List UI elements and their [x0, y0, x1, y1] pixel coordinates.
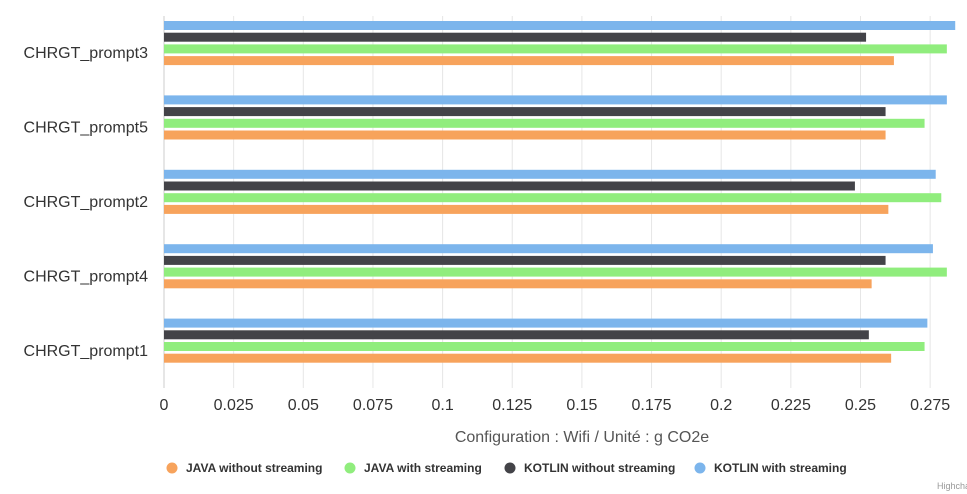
x-tick-label: 0.275	[910, 397, 950, 414]
bar-CHRGT_prompt3-series-3[interactable]	[164, 21, 956, 30]
legend-marker	[694, 462, 706, 474]
x-tick-label: 0.1	[431, 397, 453, 414]
bar-CHRGT_prompt1-series-0[interactable]	[164, 353, 892, 363]
bar-CHRGT_prompt5-series-1[interactable]	[164, 118, 925, 128]
x-tick-label: 0.025	[214, 397, 254, 414]
bar-CHRGT_prompt5-series-3[interactable]	[164, 95, 947, 105]
legend-marker	[344, 462, 356, 474]
bar-CHRGT_prompt5-series-0[interactable]	[164, 130, 886, 140]
category-label: CHRGT_prompt1	[24, 343, 149, 360]
bar-CHRGT_prompt1-series-3[interactable]	[164, 318, 928, 328]
x-axis-title: Configuration : Wifi / Unité : g CO2e	[455, 429, 709, 446]
credit-text: Highcharts.com	[937, 481, 967, 491]
x-tick-label: 0	[160, 397, 169, 414]
category-label: CHRGT_prompt3	[24, 45, 149, 62]
x-axis-ticks: 0 0.025 0.05 0.075 0.1 0.125 0.15 0.175 0.2 0.225…	[160, 397, 951, 414]
legend-item[interactable]: KOTLIN with streaming	[694, 461, 847, 475]
x-tick-label: 0.225	[771, 397, 811, 414]
bar-CHRGT_prompt4-series-1[interactable]	[164, 267, 947, 277]
bar-CHRGT_prompt1-series-1[interactable]	[164, 342, 925, 351]
bars	[164, 21, 956, 363]
x-tick-label: 0.15	[566, 397, 597, 414]
category-labels: CHRGT_prompt3 CHRGT_prompt5 CHRGT_prompt2 C…	[24, 45, 149, 360]
x-tick-label: 0.125	[492, 397, 532, 414]
bar-CHRGT_prompt4-series-2[interactable]	[164, 255, 886, 265]
bar-CHRGT_prompt4-series-0[interactable]	[164, 279, 872, 289]
legend-item[interactable]: KOTLIN without streaming	[504, 461, 676, 475]
x-tick-label: 0.075	[353, 397, 393, 414]
bar-CHRGT_prompt3-series-0[interactable]	[164, 56, 894, 66]
legend-item[interactable]: JAVA without streaming	[166, 461, 323, 475]
bar-CHRGT_prompt1-series-2[interactable]	[164, 330, 869, 340]
bar-CHRGT_prompt2-series-0[interactable]	[164, 204, 889, 214]
category-label: CHRGT_prompt2	[24, 194, 149, 211]
legend-item[interactable]: JAVA with streaming	[344, 461, 482, 475]
category-label: CHRGT_prompt5	[24, 120, 149, 137]
legend-marker	[504, 462, 516, 474]
bar-CHRGT_prompt2-series-2[interactable]	[164, 181, 855, 191]
x-tick-label: 0.175	[632, 397, 672, 414]
bar-CHRGT_prompt3-series-2[interactable]	[164, 32, 867, 42]
legend-label: KOTLIN without streaming	[524, 461, 675, 475]
x-tick-label: 0.05	[288, 397, 319, 414]
category-label: CHRGT_prompt4	[24, 268, 149, 285]
x-tick-label: 0.25	[845, 397, 876, 414]
legend-marker	[166, 462, 178, 474]
legend-label: JAVA without streaming	[186, 461, 322, 475]
bar-CHRGT_prompt2-series-3[interactable]	[164, 169, 936, 179]
legend-label: JAVA with streaming	[364, 461, 482, 475]
bar-CHRGT_prompt5-series-2[interactable]	[164, 107, 886, 117]
legend: JAVA without streaming JAVA with streamin…	[166, 461, 847, 475]
bar-CHRGT_prompt2-series-1[interactable]	[164, 193, 942, 203]
legend-label: KOTLIN with streaming	[714, 461, 847, 475]
x-tick-label: 0.2	[710, 397, 732, 414]
bar-CHRGT_prompt3-series-1[interactable]	[164, 44, 947, 54]
bar-CHRGT_prompt4-series-3[interactable]	[164, 244, 933, 254]
